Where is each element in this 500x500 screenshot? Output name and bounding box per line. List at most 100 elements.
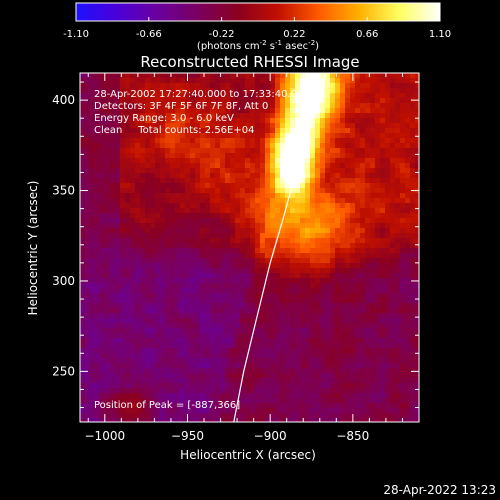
heatmap-cell bbox=[250, 88, 256, 94]
heatmap-cell bbox=[390, 143, 396, 149]
heatmap-cell bbox=[380, 143, 386, 149]
heatmap-cell bbox=[380, 213, 386, 219]
heatmap-cell bbox=[290, 178, 296, 184]
heatmap-cell bbox=[200, 293, 206, 299]
heatmap-cell bbox=[220, 403, 226, 409]
heatmap-cell bbox=[240, 248, 246, 254]
heatmap-cell bbox=[320, 133, 326, 139]
heatmap-cell bbox=[325, 88, 331, 94]
heatmap-cell bbox=[175, 303, 181, 309]
heatmap-cell bbox=[125, 393, 131, 399]
heatmap-cell bbox=[215, 308, 221, 314]
heatmap-cell bbox=[260, 363, 266, 369]
heatmap-cell bbox=[85, 208, 91, 214]
heatmap-cell bbox=[185, 363, 191, 369]
heatmap-cell bbox=[290, 148, 296, 154]
heatmap-cell bbox=[245, 283, 251, 289]
heatmap-cell bbox=[100, 253, 106, 259]
heatmap-cell bbox=[265, 363, 271, 369]
heatmap-cell bbox=[210, 123, 216, 129]
heatmap-cell bbox=[110, 288, 116, 294]
heatmap-cell bbox=[355, 398, 361, 404]
heatmap-cell bbox=[235, 138, 241, 144]
heatmap-cell bbox=[315, 198, 321, 204]
heatmap-cell bbox=[355, 323, 361, 329]
heatmap-cell bbox=[290, 233, 296, 239]
heatmap-cell bbox=[155, 238, 161, 244]
heatmap-cell bbox=[280, 133, 286, 139]
heatmap-cell bbox=[125, 418, 131, 422]
heatmap-cell bbox=[310, 293, 316, 299]
heatmap-cell bbox=[300, 283, 306, 289]
heatmap-cell bbox=[245, 208, 251, 214]
heatmap-cell bbox=[105, 293, 111, 299]
heatmap-cell bbox=[355, 168, 361, 174]
heatmap-cell bbox=[310, 263, 316, 269]
heatmap-cell bbox=[180, 233, 186, 239]
heatmap-cell bbox=[235, 223, 241, 229]
heatmap-cell bbox=[330, 78, 336, 84]
heatmap-cell bbox=[225, 408, 231, 414]
heatmap-cell bbox=[235, 403, 241, 409]
heatmap-cell bbox=[120, 403, 126, 409]
heatmap-cell bbox=[155, 293, 161, 299]
heatmap-cell bbox=[155, 138, 161, 144]
heatmap-cell bbox=[370, 243, 376, 249]
heatmap-cell bbox=[320, 378, 326, 384]
heatmap-cell bbox=[370, 73, 376, 79]
heatmap-cell bbox=[185, 353, 191, 359]
heatmap-cell bbox=[310, 228, 316, 234]
heatmap-cell bbox=[325, 323, 331, 329]
heatmap-cell bbox=[250, 238, 256, 244]
heatmap-cell bbox=[295, 293, 301, 299]
heatmap-cell bbox=[110, 128, 116, 134]
heatmap-cell bbox=[370, 313, 376, 319]
heatmap-cell bbox=[130, 233, 136, 239]
heatmap-cell bbox=[105, 248, 111, 254]
heatmap-cell bbox=[260, 213, 266, 219]
heatmap-cell bbox=[265, 198, 271, 204]
heatmap-cell bbox=[195, 228, 201, 234]
heatmap-cell bbox=[310, 243, 316, 249]
heatmap-cell bbox=[280, 128, 286, 134]
heatmap-cell bbox=[375, 103, 381, 109]
heatmap-cell bbox=[90, 98, 96, 104]
heatmap-cell bbox=[225, 373, 231, 379]
heatmap-cell bbox=[305, 353, 311, 359]
heatmap-cell bbox=[330, 388, 336, 394]
heatmap-cell bbox=[265, 168, 271, 174]
heatmap-cell bbox=[125, 253, 131, 259]
heatmap-cell bbox=[200, 313, 206, 319]
heatmap-cell bbox=[130, 168, 136, 174]
heatmap-cell bbox=[245, 93, 251, 99]
heatmap-cell bbox=[355, 403, 361, 409]
heatmap-cell bbox=[250, 403, 256, 409]
heatmap-cell bbox=[245, 123, 251, 129]
heatmap-cell bbox=[95, 253, 101, 259]
heatmap-cell bbox=[115, 358, 121, 364]
heatmap-cell bbox=[120, 173, 126, 179]
heatmap-cell bbox=[315, 218, 321, 224]
heatmap-cell bbox=[205, 288, 211, 294]
heatmap-cell bbox=[395, 293, 401, 299]
heatmap-cell bbox=[315, 203, 321, 209]
heatmap-cell bbox=[400, 313, 406, 319]
heatmap-cell bbox=[100, 168, 106, 174]
heatmap-cell bbox=[385, 393, 391, 399]
heatmap-cell bbox=[210, 358, 216, 364]
heatmap-cell bbox=[215, 238, 221, 244]
heatmap-cell bbox=[340, 293, 346, 299]
heatmap-cell bbox=[345, 388, 351, 394]
heatmap-cell bbox=[385, 408, 391, 414]
heatmap-cell bbox=[135, 373, 141, 379]
heatmap-cell bbox=[280, 123, 286, 129]
heatmap-cell bbox=[415, 78, 419, 84]
heatmap-cell bbox=[330, 173, 336, 179]
heatmap-cell bbox=[250, 118, 256, 124]
heatmap-cell bbox=[395, 368, 401, 374]
heatmap-cell bbox=[170, 313, 176, 319]
heatmap-cell bbox=[145, 253, 151, 259]
heatmap-cell bbox=[200, 263, 206, 269]
heatmap-cell bbox=[235, 93, 241, 99]
heatmap-cell bbox=[415, 148, 419, 154]
